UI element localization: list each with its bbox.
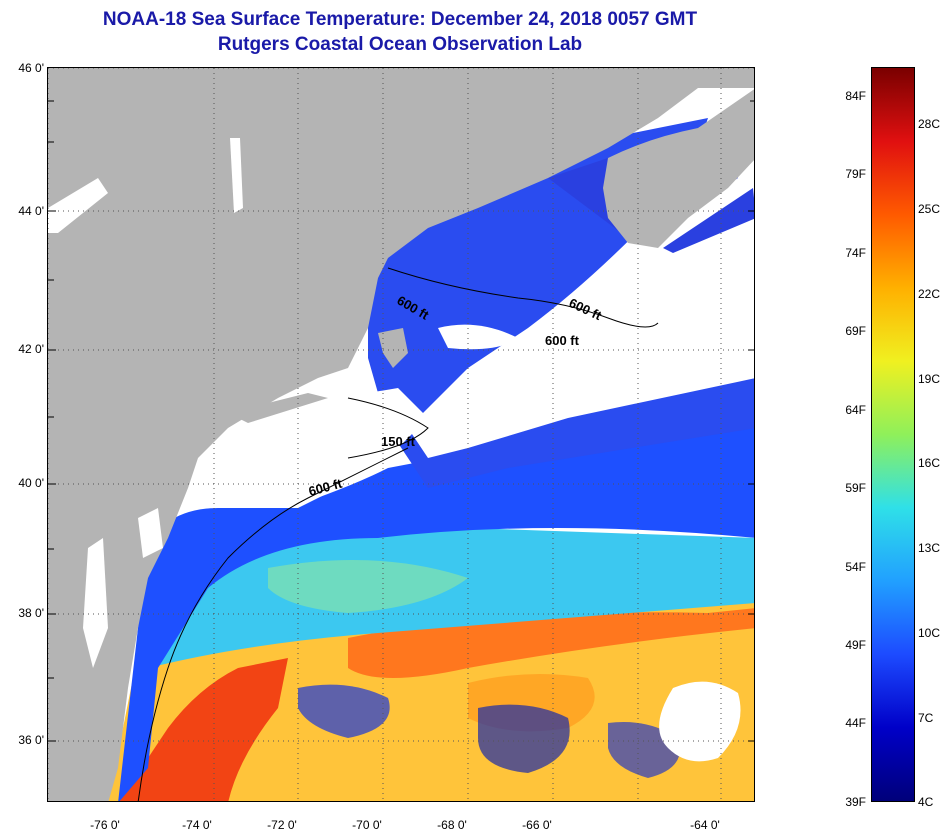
warm-water-region bbox=[108, 598, 754, 801]
slope-water-green bbox=[268, 560, 468, 613]
contour-600ft-north bbox=[387, 267, 659, 328]
colorbar-c-label: 7C bbox=[918, 711, 934, 725]
lon-label: -72 0' bbox=[267, 818, 297, 832]
lat-label: 36 0' bbox=[18, 733, 44, 747]
land-cape-cod bbox=[378, 328, 408, 368]
temperature-colorbar bbox=[871, 67, 915, 802]
lake-champlain bbox=[230, 138, 243, 213]
lat-lon-grid bbox=[48, 68, 754, 801]
cool-pocket-2 bbox=[478, 704, 570, 773]
colorbar-f-label: 39F bbox=[845, 795, 866, 809]
lake-ontario bbox=[48, 178, 108, 233]
scotian-shelf-water bbox=[663, 188, 754, 253]
shelf-cold-water bbox=[118, 398, 754, 801]
colorbar-c-label: 22C bbox=[918, 287, 941, 301]
colorbar-c-label: 16C bbox=[918, 456, 941, 470]
colorbar-c-label: 25C bbox=[918, 202, 941, 216]
gulf-stream-core bbox=[119, 658, 288, 801]
map-title: NOAA-18 Sea Surface Temperature: Decembe… bbox=[102, 9, 698, 30]
colorbar-f-label: 44F bbox=[845, 716, 866, 730]
colorbar-c-label: 13C bbox=[918, 541, 941, 555]
colorbar-f-label: 79F bbox=[845, 167, 866, 181]
map-subtitle: Rutgers Coastal Ocean Observation Lab bbox=[217, 34, 583, 55]
cool-pocket-1 bbox=[298, 684, 390, 738]
cloud-patch-georges bbox=[438, 324, 518, 350]
lon-label: -64 0' bbox=[690, 818, 720, 832]
lat-label: 42 0' bbox=[18, 342, 44, 356]
delaware-bay bbox=[138, 508, 163, 558]
lat-label: 44 0' bbox=[18, 204, 44, 218]
land-long-island bbox=[228, 393, 328, 423]
colorbar-f-label: 64F bbox=[845, 403, 866, 417]
lat-label: 40 0' bbox=[18, 476, 44, 490]
lon-label: -76 0' bbox=[90, 818, 120, 832]
axis-ticks bbox=[48, 100, 754, 742]
cloud-patch-ny-bight bbox=[198, 388, 428, 508]
colorbar-c-label: 19C bbox=[918, 372, 941, 386]
lon-label: -68 0' bbox=[437, 818, 467, 832]
colorbar-f-label: 84F bbox=[845, 89, 866, 103]
lon-label: -74 0' bbox=[182, 818, 212, 832]
sst-map: 600 ft 600 ft 600 ft 150 ft 600 ft bbox=[47, 67, 755, 802]
colorbar-c-label: 28C bbox=[918, 117, 941, 131]
colorbar-f-label: 59F bbox=[845, 481, 866, 495]
lat-label: 38 0' bbox=[18, 606, 44, 620]
contour-600ft-shelf bbox=[137, 447, 409, 801]
cloud-patch-east bbox=[568, 298, 754, 398]
colorbar-f-label: 49F bbox=[845, 638, 866, 652]
colorbar-f-label: 74F bbox=[845, 246, 866, 260]
contour-150ft bbox=[347, 397, 429, 459]
chesapeake-bay bbox=[83, 538, 108, 668]
colorbar-c-label: 10C bbox=[918, 626, 941, 640]
land-us bbox=[48, 68, 754, 801]
land-nova-scotia bbox=[603, 89, 754, 248]
lon-label: -66 0' bbox=[522, 818, 552, 832]
lat-label: 46 0' bbox=[18, 61, 44, 75]
lon-label: -70 0' bbox=[352, 818, 382, 832]
contour-label: 150 ft bbox=[381, 434, 416, 449]
cloud-patch-southeast bbox=[659, 681, 741, 762]
colorbar-f-label: 69F bbox=[845, 324, 866, 338]
colorbar-c-label: 4C bbox=[918, 795, 934, 809]
contour-label: 600 ft bbox=[545, 333, 580, 348]
slope-water bbox=[138, 520, 754, 668]
colorbar-f-label: 54F bbox=[845, 560, 866, 574]
